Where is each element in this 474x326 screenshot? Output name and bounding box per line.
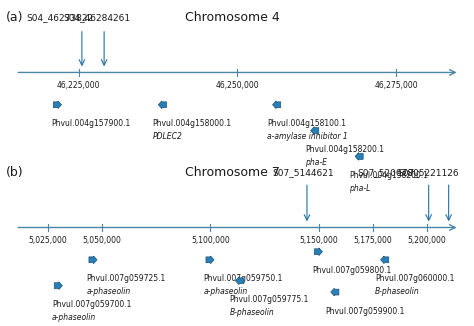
Text: 5,200,000: 5,200,000 [408,236,447,244]
Text: 5,100,000: 5,100,000 [191,236,230,244]
Text: Phvul.004g158200.1: Phvul.004g158200.1 [349,171,428,180]
Text: Phvul.004g158200.1: Phvul.004g158200.1 [305,145,384,154]
FancyArrow shape [55,282,63,289]
FancyArrow shape [314,248,322,256]
Text: 46,275,000: 46,275,000 [374,81,418,90]
FancyArrow shape [331,288,339,296]
Text: Chromosome 4: Chromosome 4 [185,11,280,24]
Text: 46,225,000: 46,225,000 [57,81,100,90]
Text: Phvul.007g059775.1: Phvul.007g059775.1 [229,295,309,304]
FancyArrow shape [206,256,214,264]
Text: Phvul.004g158100.1: Phvul.004g158100.1 [267,119,346,128]
Text: (a): (a) [6,11,24,24]
FancyArrow shape [355,153,363,160]
Text: Chromosome 7: Chromosome 7 [185,166,280,179]
Text: S04_46273822: S04_46273822 [27,13,94,22]
Text: S07_5144621: S07_5144621 [272,169,334,177]
FancyArrow shape [381,256,389,264]
Text: Phvul.007g059800.1: Phvul.007g059800.1 [312,266,391,275]
Text: 5,175,000: 5,175,000 [354,236,392,244]
FancyArrow shape [158,101,166,109]
FancyArrow shape [236,277,244,285]
Text: S07_5221126: S07_5221126 [397,169,459,177]
Text: a-phaseolin: a-phaseolin [52,313,96,322]
Text: a-amylase inhibitor 1: a-amylase inhibitor 1 [267,132,347,141]
Text: Phvul.007g059750.1: Phvul.007g059750.1 [204,274,283,283]
FancyArrow shape [89,256,97,264]
FancyArrow shape [54,101,62,109]
Text: Phvul.007g059900.1: Phvul.007g059900.1 [325,307,404,316]
Text: pha-L: pha-L [349,184,371,193]
Text: Phvul.007g059700.1: Phvul.007g059700.1 [52,300,131,309]
Text: a-phaseolin: a-phaseolin [87,287,131,296]
Text: B-phaseolin: B-phaseolin [375,287,419,296]
Text: pha-E: pha-E [305,158,327,167]
FancyArrow shape [273,101,281,109]
Text: S04_46284261: S04_46284261 [64,13,131,22]
Text: (b): (b) [6,166,24,179]
Text: 5,025,000: 5,025,000 [28,236,67,244]
Text: Phvul.007g060000.1: Phvul.007g060000.1 [375,274,454,283]
Text: Phvul.007g059725.1: Phvul.007g059725.1 [87,274,166,283]
Text: S07_5200780: S07_5200780 [358,169,419,177]
FancyArrow shape [310,127,319,134]
Text: Phvul.004g157900.1: Phvul.004g157900.1 [51,119,130,128]
Text: 5,150,000: 5,150,000 [299,236,338,244]
Text: B-phaseolin: B-phaseolin [229,308,274,317]
Text: 5,050,000: 5,050,000 [82,236,121,244]
Text: a-phaseolin: a-phaseolin [204,287,248,296]
Text: Phvul.004g158000.1: Phvul.004g158000.1 [153,119,232,128]
Text: 46,250,000: 46,250,000 [216,81,259,90]
Text: PDLEC2: PDLEC2 [153,132,182,141]
